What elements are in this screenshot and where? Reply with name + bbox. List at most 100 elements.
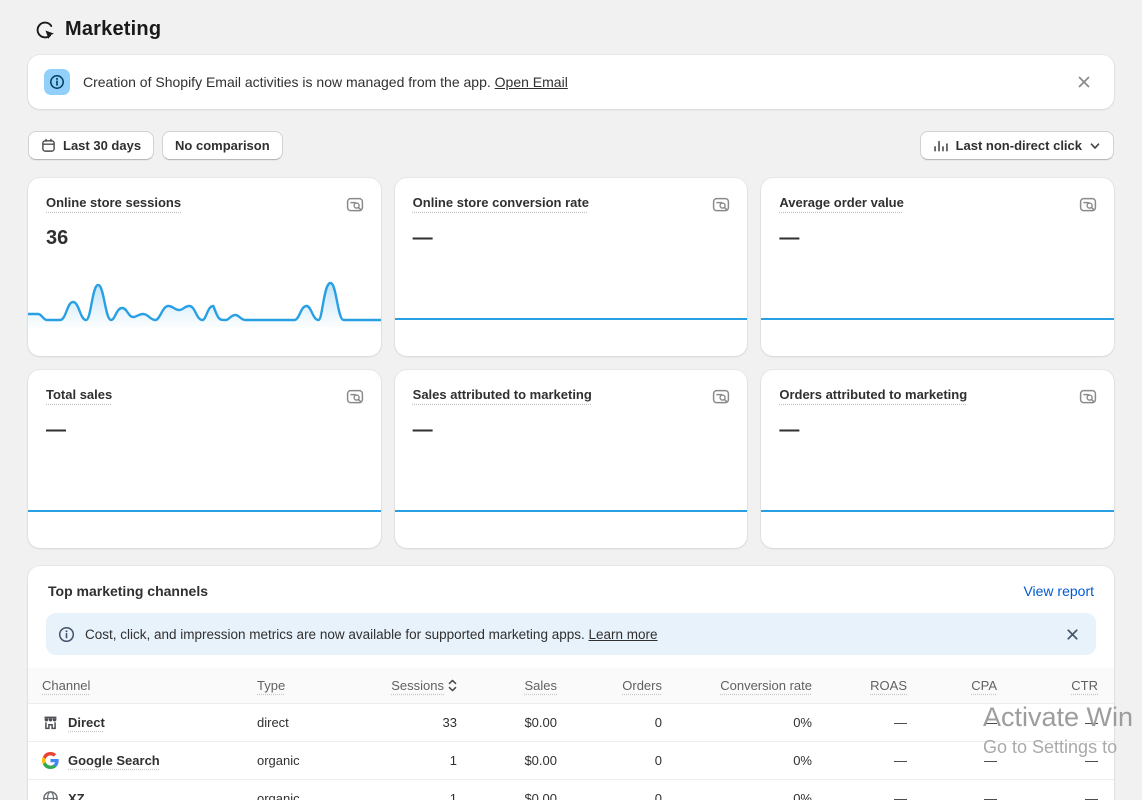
metrics-info-banner: Cost, click, and impression metrics are … [46,613,1096,655]
cpa-cell: — [907,753,997,768]
header-sessions[interactable]: Sessions [377,678,457,693]
table-header-row: Channel Type Sessions Sales Orders Conve… [28,668,1114,703]
header-conversion-rate[interactable]: Conversion rate [662,678,812,693]
cpa-cell: — [907,791,997,800]
metric-card-conversion-rate: Online store conversion rate — [395,178,748,356]
metric-value: — [779,419,1114,442]
view-report-link[interactable]: View report [1023,583,1094,599]
sessions-cell: 33 [377,715,457,730]
view-report-icon[interactable] [343,385,367,409]
banner-text: Cost, click, and impression metrics are … [85,627,658,642]
empty-chart-line [28,510,381,512]
channel-name[interactable]: Direct [68,715,105,730]
view-report-icon[interactable] [709,385,733,409]
sessions-cell: 1 [377,753,457,768]
sales-cell: $0.00 [457,791,557,800]
conversion-rate-cell: 0% [662,715,812,730]
channel-cell: XZ [42,790,257,800]
metric-value: 36 [46,227,381,250]
metric-card-sales-attributed: Sales attributed to marketing — [395,370,748,548]
metric-title[interactable]: Average order value [779,195,904,210]
table-row-xz[interactable]: XZ organic 1 $0.00 0 0% — — — [28,779,1114,800]
sessions-cell: 1 [377,791,457,800]
table-body: Direct direct 33 $0.00 0 0% — — — [28,703,1114,800]
chevron-down-icon [1089,140,1101,152]
metric-title[interactable]: Online store conversion rate [413,195,589,210]
metric-card-online-store-sessions: Online store sessions 36 [28,178,381,356]
sales-cell: $0.00 [457,715,557,730]
comparison-label: No comparison [175,138,270,153]
metric-card-total-sales: Total sales — [28,370,381,548]
conversion-rate-cell: 0% [662,791,812,800]
metric-title[interactable]: Orders attributed to marketing [779,387,967,402]
sales-cell: $0.00 [457,753,557,768]
ctr-cell: — [997,715,1098,730]
attribution-model-dropdown[interactable]: Last non-direct click [920,131,1114,160]
empty-chart-line [395,318,748,320]
header-orders[interactable]: Orders [557,678,662,693]
metric-card-orders-attributed: Orders attributed to marketing — [761,370,1114,548]
metric-title[interactable]: Total sales [46,387,112,402]
banner-text: Creation of Shopify Email activities is … [83,74,568,90]
date-range-button[interactable]: Last 30 days [28,131,154,160]
learn-more-link[interactable]: Learn more [589,627,658,642]
header-sales[interactable]: Sales [457,678,557,693]
header-cpa[interactable]: CPA [907,678,997,693]
filter-bar: Last 30 days No comparison Last non-dire… [28,131,1114,160]
header-channel[interactable]: Channel [42,678,257,693]
empty-chart-line [395,510,748,512]
metric-card-average-order-value: Average order value — [761,178,1114,356]
header-sessions-label: Sessions [391,678,444,693]
bar-chart-icon [933,138,949,153]
table-row-google-search[interactable]: Google Search organic 1 $0.00 0 0% — — — [28,741,1114,779]
channel-cell: Direct [42,714,257,731]
channels-title: Top marketing channels [48,583,208,599]
orders-cell: 0 [557,791,662,800]
email-info-banner: Creation of Shopify Email activities is … [28,55,1114,109]
conversion-rate-cell: 0% [662,753,812,768]
type-cell: organic [257,753,377,768]
channels-table: Channel Type Sessions Sales Orders Conve… [28,668,1114,800]
roas-cell: — [812,715,907,730]
page-title: Marketing [65,18,161,41]
view-report-icon[interactable] [343,193,367,217]
header-type[interactable]: Type [257,678,377,693]
open-email-link[interactable]: Open Email [495,74,568,90]
view-report-icon[interactable] [709,193,733,217]
calendar-icon [41,138,56,153]
page-header: Marketing [28,14,1114,43]
header-roas[interactable]: ROAS [812,678,907,693]
ctr-cell: — [997,753,1098,768]
banner-close-icon[interactable] [1060,622,1084,646]
type-cell: direct [257,715,377,730]
empty-chart-line [761,318,1114,320]
date-range-label: Last 30 days [63,138,141,153]
view-report-icon[interactable] [1076,193,1100,217]
attribution-model-label: Last non-direct click [956,138,1082,153]
view-report-icon[interactable] [1076,385,1100,409]
roas-cell: — [812,791,907,800]
marketing-target-icon [34,19,56,41]
google-icon [42,752,59,769]
channel-name[interactable]: XZ [68,791,85,800]
banner-close-icon[interactable] [1070,68,1098,96]
channel-cell: Google Search [42,752,257,769]
ctr-cell: — [997,791,1098,800]
metric-value: — [413,419,748,442]
channels-header: Top marketing channels View report [28,583,1114,599]
top-marketing-channels-card: Top marketing channels View report Cost,… [28,566,1114,800]
channel-name[interactable]: Google Search [68,753,160,768]
marketing-page: Marketing Creation of Shopify Email acti… [0,0,1142,800]
metric-title[interactable]: Online store sessions [46,195,181,210]
metrics-grid: Online store sessions 36 [28,178,1114,548]
metric-title[interactable]: Sales attributed to marketing [413,387,592,402]
comparison-button[interactable]: No comparison [162,131,283,160]
orders-cell: 0 [557,753,662,768]
header-ctr[interactable]: CTR [997,678,1098,693]
info-icon [58,626,75,643]
table-row-direct[interactable]: Direct direct 33 $0.00 0 0% — — — [28,703,1114,741]
metric-value: — [413,227,748,250]
type-cell: organic [257,791,377,800]
orders-cell: 0 [557,715,662,730]
banner-message: Cost, click, and impression metrics are … [85,627,585,642]
